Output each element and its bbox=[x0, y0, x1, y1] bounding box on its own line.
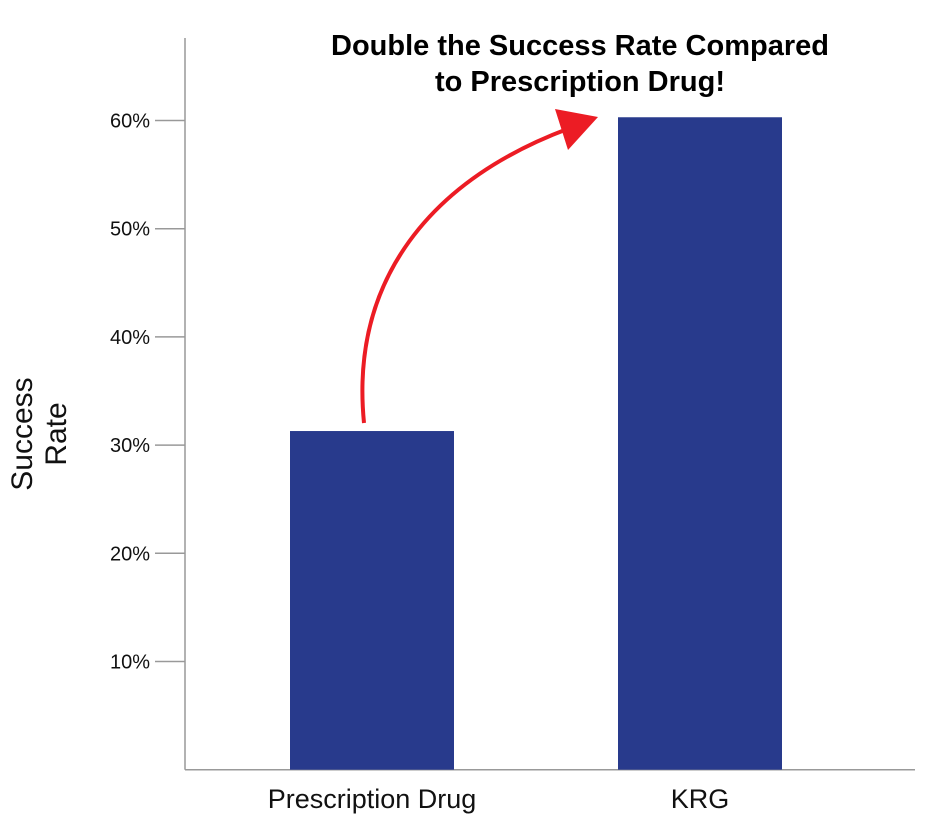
chart-title-line-2: to Prescription Drug! bbox=[434, 66, 725, 98]
chart-title: Double the Success Rate Compared to Pres… bbox=[200, 28, 950, 100]
arrow-head-icon bbox=[555, 109, 598, 150]
y-tick-label: 50% bbox=[110, 219, 150, 241]
arrow-shaft bbox=[360, 126, 571, 424]
bar-krg bbox=[618, 117, 782, 770]
chart-title-line-1: Double the Success Rate Compared bbox=[331, 30, 829, 62]
x-tick-label: Prescription Drug bbox=[268, 784, 477, 814]
bar-prescription-drug bbox=[290, 431, 454, 770]
y-tick-label: 10% bbox=[110, 652, 150, 674]
y-tick-label: 40% bbox=[110, 327, 150, 349]
y-tick-label: 30% bbox=[110, 435, 150, 457]
y-tick-label: 60% bbox=[110, 111, 150, 133]
y-tick-label: 20% bbox=[110, 543, 150, 565]
x-tick-label: KRG bbox=[671, 784, 730, 814]
